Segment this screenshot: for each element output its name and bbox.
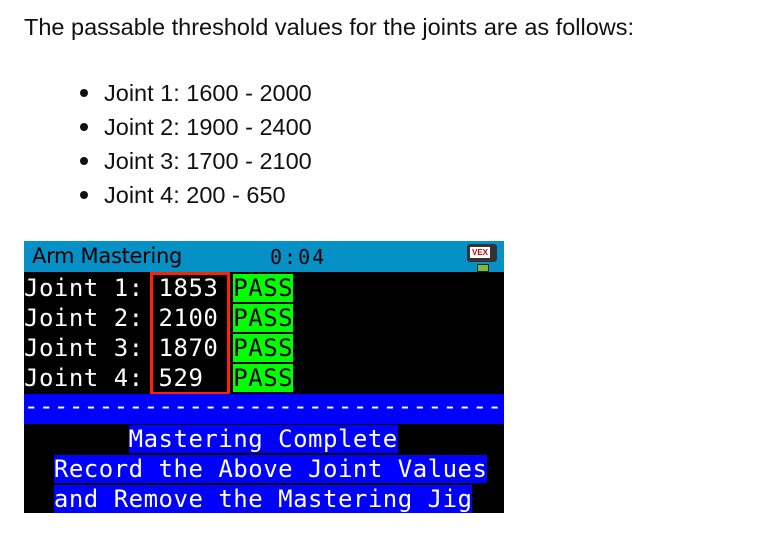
battery-icon: [477, 264, 489, 272]
joint-row: Joint 1: 1853 PASS: [24, 273, 294, 303]
status-badge: PASS: [233, 364, 294, 392]
joint-label: Joint 1:: [24, 274, 159, 302]
screen-header: Arm Mastering 0:04 VEX: [24, 241, 504, 272]
joint-row: Joint 2: 2100 PASS: [24, 303, 294, 333]
bullet-icon: [80, 89, 88, 97]
joint-row: Joint 4: 529 PASS: [24, 363, 294, 393]
message-text: Record the Above Joint Values: [53, 455, 488, 483]
brain-screen: Arm Mastering 0:04 VEX Joint 1: 1853 PAS…: [24, 241, 504, 513]
divider: --------------------------------: [24, 394, 504, 424]
bullet-icon: [80, 191, 88, 199]
list-item: Joint 4: 200 - 650: [80, 178, 312, 212]
timer: 0:04: [270, 245, 327, 269]
threshold-text: Joint 1: 1600 - 2000: [104, 80, 312, 106]
joint-value: 1870: [158, 334, 234, 362]
joint-label: Joint 3:: [24, 334, 159, 362]
joint-label: Joint 4:: [24, 364, 159, 392]
threshold-text: Joint 2: 1900 - 2400: [104, 114, 312, 140]
joint-value: 1853: [158, 274, 234, 302]
joint-row: Joint 3: 1870 PASS: [24, 333, 294, 363]
bullet-icon: [80, 123, 88, 131]
status-badge: PASS: [233, 274, 294, 302]
threshold-text: Joint 3: 1700 - 2100: [104, 148, 312, 174]
logo-text: VEX: [470, 247, 490, 258]
status-badge: PASS: [233, 334, 294, 362]
status-badge: PASS: [233, 304, 294, 332]
intro-text: The passable threshold values for the jo…: [24, 14, 635, 40]
threshold-text: Joint 4: 200 - 650: [104, 182, 286, 208]
list-item: Joint 3: 1700 - 2100: [80, 144, 312, 178]
list-item: Joint 1: 1600 - 2000: [80, 76, 312, 110]
bullet-icon: [80, 157, 88, 165]
vex-logo-icon: VEX: [467, 244, 497, 262]
message-text: and Remove the Mastering Jig: [53, 485, 473, 513]
joint-value: 529: [158, 364, 234, 392]
message-line: Record the Above Joint Values: [24, 454, 488, 484]
message-line: Mastering Complete: [24, 424, 398, 454]
message-text: Mastering Complete: [128, 425, 398, 453]
joint-value: 2100: [158, 304, 234, 332]
threshold-list: Joint 1: 1600 - 2000 Joint 2: 1900 - 240…: [80, 76, 312, 212]
message-line: and Remove the Mastering Jig: [24, 484, 473, 513]
list-item: Joint 2: 1900 - 2400: [80, 110, 312, 144]
program-title: Arm Mastering: [32, 244, 183, 268]
joint-label: Joint 2:: [24, 304, 159, 332]
values-highlight-box: [150, 272, 230, 395]
